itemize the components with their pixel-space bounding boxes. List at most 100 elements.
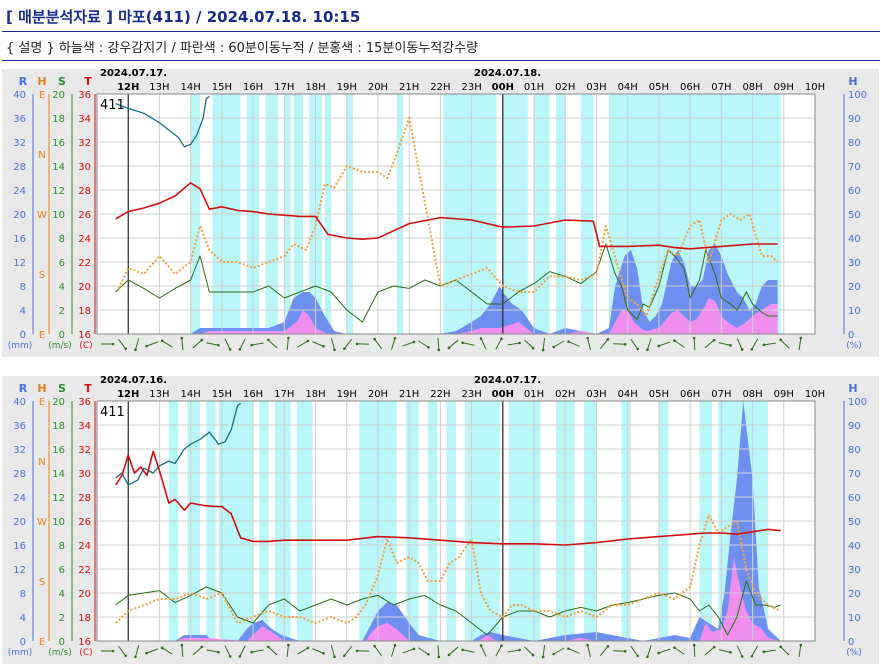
axis-tick-h-pct: 0 xyxy=(848,330,854,341)
wind-arrow xyxy=(718,649,731,653)
wind-arrow xyxy=(118,645,127,657)
axis-tick-r: 24 xyxy=(13,493,26,504)
hour-label: 20H xyxy=(368,82,388,93)
axis-tick-r: 36 xyxy=(13,114,26,125)
date-left-label: 2024.07.16. xyxy=(100,376,167,386)
wind-arrow-head xyxy=(322,651,325,655)
wind-arrow-head xyxy=(799,336,803,340)
wind-arrow xyxy=(286,644,289,658)
wind-arrow xyxy=(437,644,440,658)
axis-tick-h-pct: 60 xyxy=(848,493,861,504)
axis-tick-r: 32 xyxy=(13,445,26,456)
axis-tick-r: 4 xyxy=(20,306,26,317)
axis-tick-t: 20 xyxy=(78,282,91,293)
axis-tick-s: 20 xyxy=(52,397,65,408)
hour-label: 01H xyxy=(524,82,544,93)
wind-arrow-head xyxy=(145,344,148,348)
hour-label: 04H xyxy=(618,82,638,93)
wind-arrow xyxy=(480,645,487,657)
hour-label: 22H xyxy=(430,82,450,93)
wind-arrow-head xyxy=(646,655,649,659)
wind-arrow xyxy=(542,337,546,351)
wind-arrow-head xyxy=(552,345,556,349)
hour-label: 04H xyxy=(618,389,638,400)
axis-tick-h_dir: E xyxy=(39,330,45,341)
axis-unit-s: (m/s) xyxy=(48,648,72,658)
axis-tick-r: 12 xyxy=(13,258,26,269)
axis-tick-s: 6 xyxy=(59,565,65,576)
hour-label: 21H xyxy=(399,389,419,400)
axis-tick-h_dir: E xyxy=(39,397,45,408)
wind-arrow xyxy=(437,337,440,351)
wind-arrow xyxy=(390,645,396,657)
wind-arrow-head xyxy=(228,655,232,658)
hour-label: 13H xyxy=(149,389,169,400)
axis-tick-s: 10 xyxy=(52,517,65,528)
wind-arrow xyxy=(553,647,565,655)
plot-border xyxy=(96,400,816,642)
wind-arrow xyxy=(330,645,335,657)
wind-arrow-head xyxy=(779,338,782,342)
wind-arrow xyxy=(418,340,429,348)
wind-arrow-head xyxy=(692,643,696,647)
wind-arrow-head xyxy=(586,336,589,340)
wind-arrow-head xyxy=(267,645,270,649)
wind-arrow xyxy=(542,644,546,658)
wind-arrow-head xyxy=(124,347,127,351)
hour-label: 15H xyxy=(212,389,232,400)
wind-arrow-head xyxy=(500,644,503,648)
axis-tick-h_dir: W xyxy=(37,517,47,528)
axis-tick-h-pct: 50 xyxy=(848,210,861,221)
axis-tick-h-pct: 20 xyxy=(848,589,861,600)
wind-arrow-head xyxy=(636,347,639,351)
wind-arrow-head xyxy=(673,339,676,342)
wind-arrow-head xyxy=(355,342,359,346)
gust-speed-line xyxy=(117,117,779,317)
hour-label: 00H xyxy=(492,82,514,93)
axis-title-s: S xyxy=(58,75,66,88)
axis-tick-r: 28 xyxy=(13,469,26,480)
wind-arrow-head xyxy=(111,649,115,653)
wind-arrow xyxy=(297,340,309,348)
wind-arrow xyxy=(751,645,759,657)
hour-label: 18H xyxy=(305,82,325,93)
hour-label: 06H xyxy=(680,82,700,93)
axis-tick-r: 16 xyxy=(13,541,26,552)
hour-label: 06H xyxy=(680,389,700,400)
wind-arrow-head xyxy=(134,655,137,659)
axis-title-t: T xyxy=(84,75,92,88)
wind-arrow xyxy=(251,649,264,653)
axis-tick-s: 10 xyxy=(52,210,65,221)
axis-title-r: R xyxy=(19,382,28,395)
wind-arrow-head xyxy=(134,348,137,352)
wind-arrow xyxy=(448,339,459,349)
wind-arrow xyxy=(646,645,652,657)
title-divider xyxy=(2,31,880,32)
wind-arrow-head xyxy=(287,643,290,647)
wind-arrow xyxy=(462,649,475,653)
axis-tick-s: 18 xyxy=(52,114,65,125)
axis-tick-r: 32 xyxy=(13,138,26,149)
gust-speed-line xyxy=(115,514,782,624)
axis-tick-h-pct: 70 xyxy=(848,469,861,480)
wind-arrow-head xyxy=(461,648,464,652)
wind-arrow xyxy=(462,342,475,346)
date-right-label: 2024.07.18. xyxy=(474,69,541,79)
axis-tick-h-pct: 30 xyxy=(848,258,861,269)
hour-label: 23H xyxy=(461,389,481,400)
wind-arrow xyxy=(630,338,639,350)
wind-arrow-head xyxy=(160,339,164,343)
axis-tick-s: 4 xyxy=(59,282,65,293)
wind-arrow-head xyxy=(373,644,376,648)
axis-tick-h-pct: 80 xyxy=(848,138,861,149)
axis-tick-t: 24 xyxy=(78,234,91,245)
hour-label: 09H xyxy=(774,389,794,400)
wind-arrow xyxy=(507,342,520,346)
wind-arrow xyxy=(146,341,158,347)
wind-arrow-head xyxy=(200,645,204,649)
wind-arrow-head xyxy=(479,644,483,647)
axis-tick-s: 12 xyxy=(52,186,65,197)
axis-tick-h-pct: 100 xyxy=(848,90,867,101)
wind-arrow xyxy=(390,338,396,350)
wind-arrow-head xyxy=(217,343,220,347)
